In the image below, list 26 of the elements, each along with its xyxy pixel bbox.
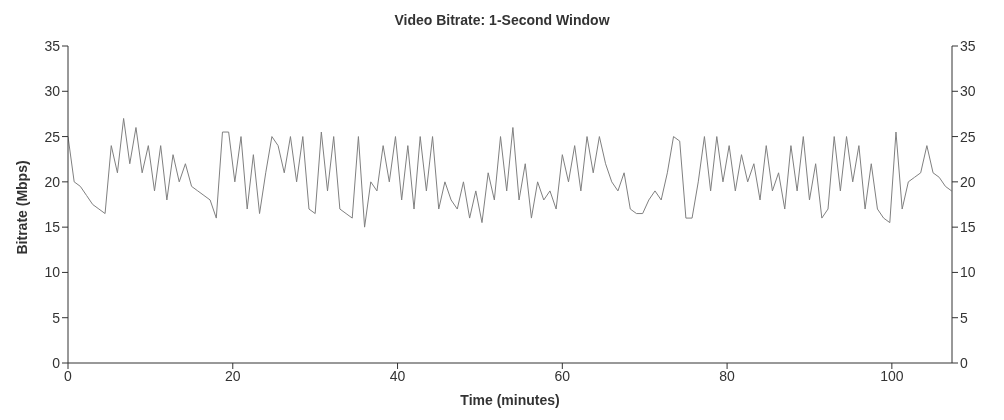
- y2-tick-label: 10: [960, 264, 976, 281]
- x-tick-label: 100: [880, 367, 904, 384]
- y2-tick-label: 0: [960, 354, 968, 371]
- x-tick-label: 80: [719, 367, 736, 384]
- y-tick-label: 30: [44, 83, 61, 100]
- y2-tick-label: 25: [960, 128, 976, 145]
- chart-title: Video Bitrate: 1-Second Window: [393, 11, 611, 30]
- y-tick-label: 35: [44, 37, 61, 54]
- x-tick-label: 20: [224, 367, 241, 384]
- y2-tick-label: 35: [960, 37, 976, 54]
- y-tick-label: 15: [44, 219, 61, 236]
- x-tick-label: 0: [64, 367, 73, 384]
- x-tick-label: 60: [554, 367, 571, 384]
- y-tick-label: 5: [52, 309, 61, 326]
- y-tick-label: 20: [44, 173, 61, 190]
- y-tick-label: 10: [44, 264, 61, 281]
- y2-tick-label: 30: [960, 83, 976, 100]
- y-tick-label: 25: [44, 128, 61, 145]
- y2-tick-label: 15: [960, 219, 976, 236]
- x-axis-title: Time (minutes): [460, 392, 560, 408]
- y-axis-title: Bitrate (Mbps): [13, 160, 30, 255]
- y-tick-label: 0: [52, 354, 61, 371]
- x-tick-label: 40: [389, 367, 406, 384]
- line-series: [68, 117, 952, 228]
- y2-tick-label: 20: [960, 173, 976, 190]
- y2-tick-label: 5: [960, 309, 968, 326]
